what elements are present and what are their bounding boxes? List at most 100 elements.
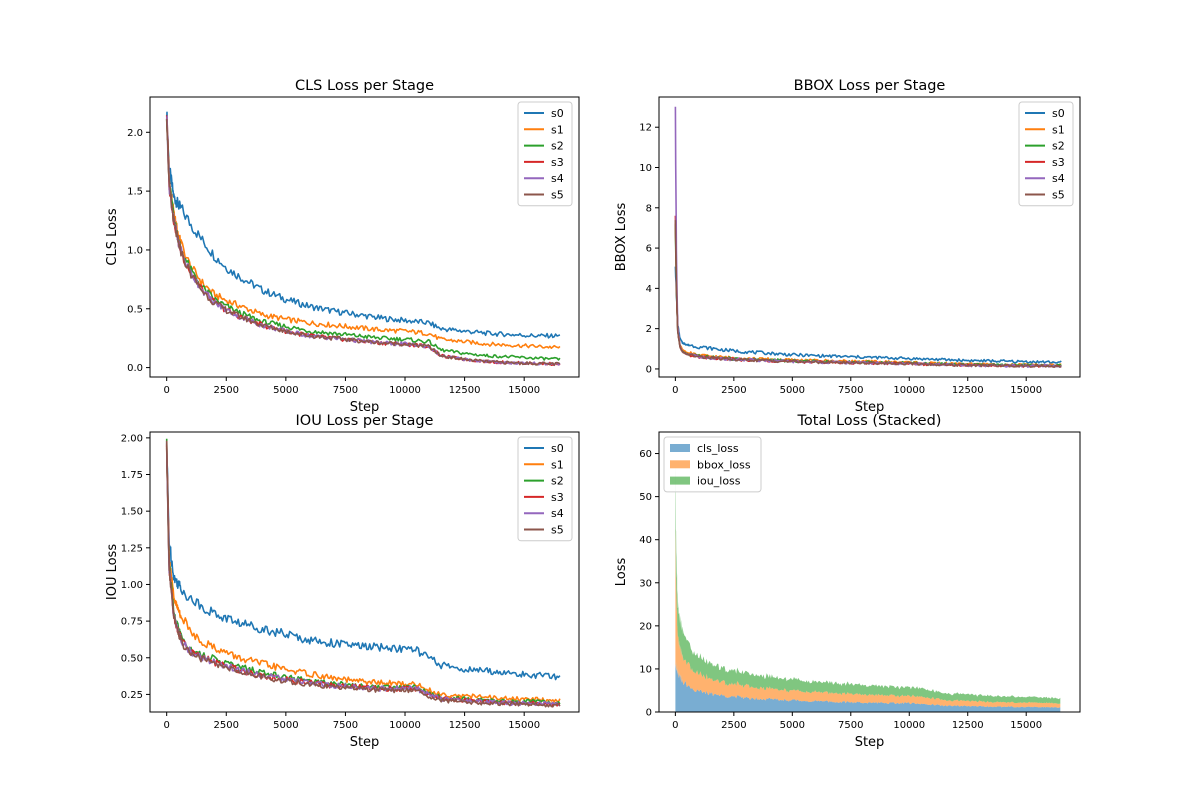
iou-ytick-label: 2.00: [121, 433, 143, 444]
iou-series-s1-line: [165, 445, 561, 703]
total-xtick-label: 5000: [780, 720, 805, 731]
iou-xtick-label: 10000: [389, 720, 421, 731]
bbox-ytick-label: 2: [646, 324, 652, 335]
total-ytick-label: 0: [646, 708, 652, 719]
bbox-y-axis-label: BBOX Loss: [614, 202, 629, 271]
total-plot-area: [675, 466, 1061, 712]
iou-ytick-label: 1.25: [121, 543, 143, 554]
cls-ytick-label: 0.5: [127, 304, 143, 315]
bbox-plot-area: [674, 106, 1062, 369]
bbox-ytick-label: 12: [639, 123, 652, 134]
total-ytick-label: 30: [639, 578, 652, 589]
total-y-axis-label: Loss: [614, 558, 629, 587]
iou-series-s5-line: [165, 440, 561, 708]
total-legend: cls_loss bbox_loss iou_loss: [663, 436, 762, 493]
bbox-xtick-label: 7500: [838, 385, 863, 396]
bbox-series-s5-line: [674, 220, 1062, 369]
bbox-chart: 0 2500 5000 7500 10000 12500 15000 0 2 4 6 8 10 12 BBO…: [614, 78, 1081, 415]
iou-xtick-label: 2500: [214, 720, 239, 731]
bbox-legend-label-s2: s2: [1052, 140, 1065, 153]
bbox-x-axis-label: Step: [855, 400, 885, 415]
bbox-xtick-label: 10000: [893, 385, 925, 396]
bbox-series-s3-line: [674, 215, 1062, 368]
total-area-iou_loss: [675, 466, 1061, 704]
iou-ytick-label: 1.00: [121, 580, 143, 591]
iou-legend-label-s3: s3: [551, 491, 564, 504]
iou-xtick-label: 7500: [333, 720, 358, 731]
iou-legend-label-s2: s2: [551, 475, 564, 488]
iou-legend-box: [517, 436, 573, 542]
iou-ytick-label: 1.75: [121, 470, 143, 481]
bbox-series-s4-line: [674, 106, 1062, 369]
total-area-cls_loss: [675, 661, 1061, 712]
bbox-xtick-label: 5000: [780, 385, 805, 396]
bbox-legend-label-s5: s5: [1052, 189, 1065, 202]
cls-x-axis-label: Step: [350, 400, 380, 415]
bbox-series-s0-line: [674, 266, 1062, 364]
cls-ytick-label: 1.5: [127, 187, 143, 198]
iou-ytick-label: 0.25: [121, 690, 143, 701]
cls-legend-label-s5: s5: [551, 189, 564, 202]
iou-legend-label-s0: s0: [551, 442, 564, 455]
iou-xtick-label: 12500: [449, 720, 481, 731]
bbox-chart-title: BBOX Loss per Stage: [794, 78, 946, 94]
cls-xtick-label: 2500: [214, 385, 239, 396]
bbox-ytick-label: 8: [646, 203, 652, 214]
total-chart: 0 2500 5000 7500 10000 12500 15000 0 10 20 30 40 50 6…: [614, 413, 1081, 750]
total-xtick-label: 7500: [838, 720, 863, 731]
total-xtick-label: 10000: [893, 720, 925, 731]
iou-x-axis-label: Step: [350, 735, 380, 750]
cls-series-s1-line: [166, 116, 561, 350]
iou-legend-label-s5: s5: [551, 524, 564, 537]
cls-legend-label-s0: s0: [551, 107, 564, 120]
iou-legend-label-s4: s4: [551, 507, 564, 520]
total-xtick-label: 2500: [721, 720, 746, 731]
bbox-legend-box: [1018, 101, 1074, 207]
cls-chart: 0 2500 5000 7500 10000 12500 15000 0.0 0.5 1.0 1.5…: [105, 78, 580, 415]
total-chart-title: Total Loss (Stacked): [797, 413, 942, 429]
iou-chart-title: IOU Loss per Stage: [296, 413, 434, 429]
total-legend-label-iou_loss: iou_loss: [697, 475, 741, 488]
iou-axes-frame: [149, 431, 580, 713]
bbox-axes-frame: [658, 96, 1081, 378]
bbox-legend-label-s0: s0: [1052, 107, 1065, 120]
cls-ytick-label: 2.0: [127, 128, 143, 139]
bbox-ytick-label: 0: [646, 364, 652, 375]
bbox-series-s2-line: [674, 224, 1062, 368]
cls-series-s0-line: [165, 111, 561, 339]
iou-legend-label-s1: s1: [551, 458, 564, 471]
iou-y-axis-label: IOU Loss: [105, 544, 120, 600]
cls-xtick-label: 10000: [389, 385, 421, 396]
cls-series-s2-line: [165, 119, 561, 361]
cls-legend-label-s4: s4: [551, 172, 564, 185]
total-xtick-label: 12500: [952, 720, 984, 731]
bbox-xtick-label: 0: [672, 385, 678, 396]
cls-xtick-label: 7500: [333, 385, 358, 396]
bbox-ytick-label: 6: [646, 244, 652, 255]
total-ytick-label: 40: [639, 535, 652, 546]
iou-ytick-label: 1.50: [121, 507, 143, 518]
total-legend-label-bbox_loss: bbox_loss: [697, 458, 751, 471]
cls-xtick-label: 12500: [449, 385, 481, 396]
cls-legend-box: [517, 101, 573, 207]
cls-legend-label-s1: s1: [551, 123, 564, 136]
cls-legend: s0 s1 s2 s3 s4 s5: [517, 101, 573, 207]
cls-chart-title: CLS Loss per Stage: [295, 78, 434, 94]
total-ytick-label: 50: [639, 492, 652, 503]
bbox-legend: s0 s1 s2 s3 s4 s5: [1018, 101, 1074, 207]
cls-legend-label-s2: s2: [551, 140, 564, 153]
total-ytick-label: 60: [639, 449, 652, 460]
iou-chart: 0 2500 5000 7500 10000 12500 15000 0.25 0.50 0.75…: [105, 413, 580, 750]
total-legend-swatch-cls_loss: [670, 444, 690, 452]
total-legend-label-cls_loss: cls_loss: [697, 442, 739, 455]
iou-series-s4-line: [165, 442, 561, 707]
iou-ytick-label: 0.50: [121, 653, 143, 664]
cls-ytick-label: 0.0: [127, 363, 143, 374]
total-x-axis-label: Step: [855, 735, 885, 750]
cls-xtick-label: 0: [163, 385, 169, 396]
cls-axes-frame: [149, 96, 580, 378]
total-xtick-label: 0: [672, 720, 678, 731]
cls-y-axis-label: CLS Loss: [105, 208, 120, 265]
